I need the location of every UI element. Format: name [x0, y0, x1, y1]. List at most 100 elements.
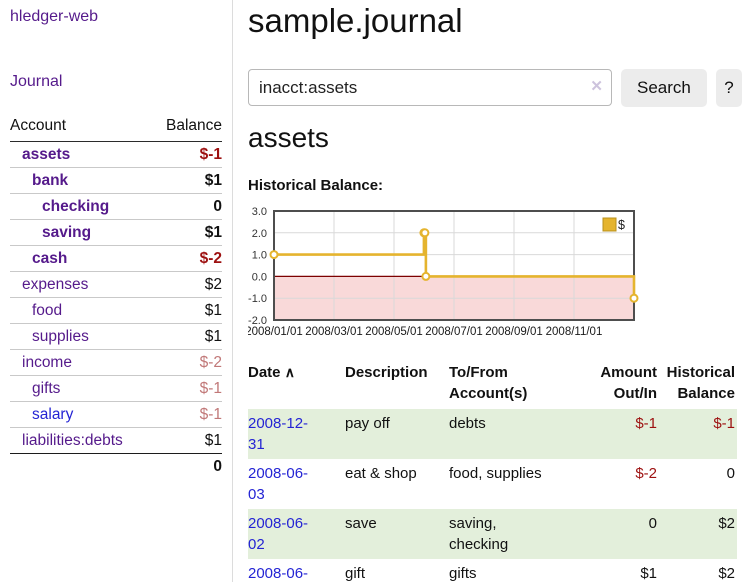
account-row: salary $-1 — [10, 401, 222, 428]
accounts-header-balance: Balance — [151, 115, 222, 142]
amount-cell: $1 — [640, 565, 657, 582]
account-row: saving $1 — [10, 219, 222, 246]
account-link-liabilities-debts[interactable]: liabilities:debts — [22, 432, 123, 449]
account-link-expenses[interactable]: expenses — [22, 276, 89, 293]
accounts-header-account: Account — [10, 115, 152, 142]
table-row: 2008-06-03 eat & shop food, supplies $-2… — [248, 459, 737, 509]
svg-text:2008/03/01: 2008/03/01 — [305, 326, 363, 338]
account-link-food[interactable]: food — [32, 302, 63, 319]
help-button[interactable]: ? — [715, 69, 742, 107]
account-link-assets[interactable]: assets — [22, 146, 71, 163]
search-button[interactable]: Search — [621, 69, 707, 107]
description-cell: pay off — [345, 409, 449, 459]
app-title-link[interactable]: hledger-web — [10, 8, 99, 25]
svg-text:3.0: 3.0 — [252, 206, 267, 218]
column-header-accounts: To/From Account(s) — [449, 364, 528, 402]
amount-cell: $-1 — [579, 409, 659, 459]
account-row: income $-2 — [10, 349, 222, 376]
svg-text:2008/01/01: 2008/01/01 — [248, 326, 303, 338]
account-row: food $1 — [10, 297, 222, 324]
account-balance: $1 — [151, 219, 222, 246]
account-balance: $1 — [151, 427, 222, 454]
table-row: 2008-12-31 pay off debts $-1 $-1 — [248, 409, 737, 459]
description-cell: gift — [345, 565, 366, 582]
account-balance: $-1 — [151, 141, 222, 168]
date-link[interactable]: 2008-06-03 — [248, 465, 309, 503]
account-row: expenses $2 — [10, 271, 222, 298]
balance-cell: $-1 — [659, 409, 737, 459]
column-header-balance: Historical Balance — [666, 364, 735, 402]
account-row: cash $-2 — [10, 245, 222, 272]
accounts-total-row: 0 — [10, 454, 222, 480]
account-link-income[interactable]: income — [22, 354, 72, 371]
account-heading: assets — [248, 122, 329, 153]
account-balance: $1 — [151, 167, 222, 194]
svg-text:0.0: 0.0 — [252, 271, 267, 283]
page-title: sample.journal — [248, 2, 463, 39]
accounts-cell: debts — [449, 409, 579, 459]
svg-text:-2.0: -2.0 — [248, 315, 267, 327]
account-balance: $-1 — [151, 375, 222, 402]
account-row: supplies $1 — [10, 323, 222, 350]
sort-ascending-icon: ∧ — [284, 364, 295, 380]
svg-text:2008/07/01: 2008/07/01 — [425, 326, 483, 338]
svg-text:$: $ — [618, 218, 625, 232]
account-link-salary[interactable]: salary — [32, 406, 74, 423]
accounts-cell: food, supplies — [449, 465, 542, 482]
description-cell: save — [345, 509, 449, 559]
table-row: 2008-06-01 gift gifts $1 $2 — [248, 559, 737, 582]
table-row: 2008-06-02 save saving, checking 0 $2 — [248, 509, 737, 559]
account-balance: $2 — [151, 271, 222, 298]
column-header-date[interactable]: Date ∧ — [248, 364, 295, 381]
account-balance: $-1 — [151, 401, 222, 428]
svg-text:2008/09/01: 2008/09/01 — [485, 326, 543, 338]
account-row: assets $-1 — [10, 141, 222, 168]
account-row: gifts $-1 — [10, 375, 222, 402]
account-link-cash[interactable]: cash — [32, 250, 68, 267]
main-content: sample.journal ✕ Search ? assets Histori… — [248, 0, 742, 582]
sidebar: hledger-web Journal Account Balance asse… — [0, 0, 233, 582]
accounts-table: Account Balance assets $-1 bank $1 check… — [10, 115, 222, 479]
column-header-description: Description — [345, 364, 428, 381]
date-link[interactable]: 2008-12-31 — [248, 415, 309, 453]
svg-text:-1.0: -1.0 — [248, 293, 267, 305]
svg-text:2008/11/01: 2008/11/01 — [546, 326, 603, 338]
account-balance: $1 — [151, 323, 222, 350]
sidebar-item-journal[interactable]: Journal — [10, 73, 63, 90]
svg-text:1.0: 1.0 — [252, 250, 267, 262]
search-input[interactable] — [248, 69, 612, 106]
account-row: bank $1 — [10, 167, 222, 194]
date-link[interactable]: 2008-06-02 — [248, 515, 309, 553]
account-link-saving[interactable]: saving — [42, 224, 92, 241]
balance-cell: $2 — [659, 509, 737, 559]
svg-text:2008/05/01: 2008/05/01 — [365, 326, 423, 338]
amount-cell: $-2 — [635, 465, 657, 482]
description-cell: eat & shop — [345, 465, 417, 482]
account-link-supplies[interactable]: supplies — [32, 328, 89, 345]
clear-search-icon[interactable]: ✕ — [590, 78, 603, 95]
register-header-row: Date ∧ Description To/From Account(s) Am… — [248, 359, 737, 409]
account-link-checking[interactable]: checking — [42, 198, 110, 215]
account-balance: 0 — [151, 193, 222, 220]
search-box: ✕ — [248, 69, 612, 107]
balance-cell: 0 — [726, 465, 735, 482]
column-header-amount: Amount Out/In — [600, 364, 657, 402]
account-link-bank[interactable]: bank — [32, 172, 69, 189]
accounts-total-value: 0 — [213, 458, 222, 475]
amount-cell: 0 — [579, 509, 659, 559]
search-form: ✕ Search ? — [248, 69, 742, 107]
account-row: checking 0 — [10, 193, 222, 220]
balance-cell: $2 — [718, 565, 735, 582]
accounts-cell: gifts — [449, 565, 477, 582]
date-link[interactable]: 2008-06-01 — [248, 565, 309, 582]
account-balance: $-2 — [151, 245, 222, 272]
svg-text:2.0: 2.0 — [252, 228, 267, 240]
chart-title: Historical Balance: — [248, 177, 384, 194]
account-row: liabilities:debts $1 — [10, 427, 222, 454]
accounts-cell: saving, checking — [449, 509, 579, 559]
account-balance: $1 — [151, 297, 222, 324]
account-link-gifts[interactable]: gifts — [32, 380, 61, 397]
register-table: Date ∧ Description To/From Account(s) Am… — [248, 359, 737, 582]
